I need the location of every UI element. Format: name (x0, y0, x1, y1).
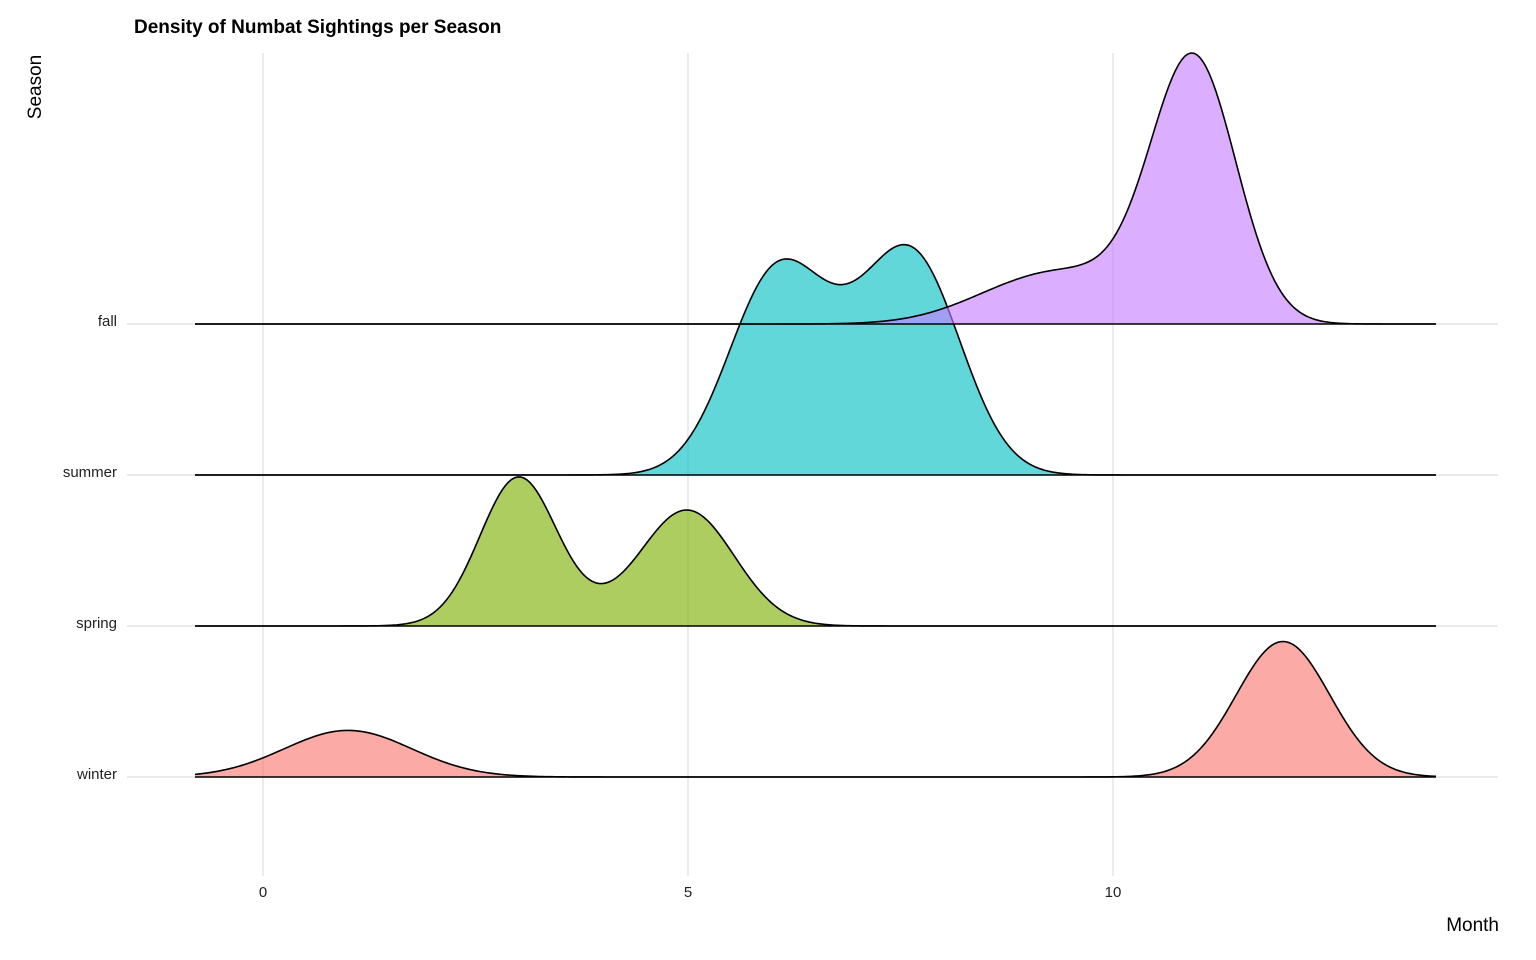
ridge-area-spring (195, 476, 1436, 626)
ridge-area-summer (195, 244, 1436, 475)
y-tick-label-fall: fall (98, 313, 117, 330)
y-tick-label-summer: summer (63, 464, 117, 481)
ridge-area-fall (195, 53, 1436, 324)
x-tick-label: 5 (684, 884, 692, 901)
x-tick-label: 0 (259, 884, 267, 901)
chart-title: Density of Numbat Sightings per Season (134, 17, 501, 38)
label-layer: 0 5 10 winter spring summer fall (63, 313, 1122, 901)
ridge-area-winter (195, 641, 1436, 777)
y-tick-label-spring: spring (76, 615, 117, 632)
x-axis-title: Month (1446, 915, 1499, 936)
y-axis-title: Season (25, 55, 46, 119)
x-tick-label: 10 (1105, 884, 1122, 901)
ridge-layer (194, 52, 1437, 778)
ridge-line-spring (195, 476, 1436, 627)
y-tick-label-winter: winter (76, 766, 117, 783)
